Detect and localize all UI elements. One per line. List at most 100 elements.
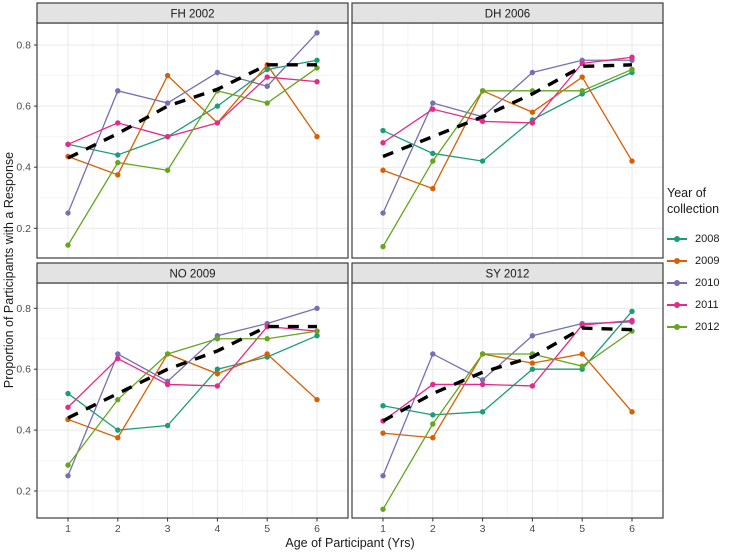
legend-key-line-dot-icon [667, 276, 687, 290]
series-line-2012 [67, 330, 318, 466]
data-point-2011 [579, 322, 585, 328]
data-point-2010 [314, 30, 320, 36]
data-point-2012 [430, 421, 436, 427]
trend-dashed-line [382, 326, 633, 423]
data-point-2011 [479, 381, 486, 388]
data-point-2011 [214, 383, 221, 389]
legend-entry-2011: 2011 [667, 294, 734, 316]
data-point-2010 [479, 377, 486, 383]
legend-entry-label: 2012 [695, 321, 720, 334]
data-point-2009 [529, 360, 536, 366]
data-point-2008 [430, 412, 436, 418]
data-point-2012 [264, 100, 270, 106]
legend-key-line-dot-icon [667, 320, 687, 334]
data-point-2011 [430, 381, 436, 388]
legend-key-line-dot-icon [667, 298, 687, 312]
y-tick-label: 0.4 [16, 425, 31, 437]
data-point-2009 [115, 435, 121, 441]
trend-dashed-line [67, 324, 317, 420]
data-point-2010 [380, 473, 386, 479]
data-point-2012 [164, 351, 171, 357]
data-point-2012 [314, 65, 320, 71]
series-line-2011 [382, 319, 633, 422]
data-point-2010 [115, 351, 121, 357]
data-point-2010 [115, 88, 121, 94]
data-point-2009 [164, 72, 171, 79]
trend-dashed-line [382, 63, 633, 159]
facet-strip-label: FH 2002 [170, 9, 214, 21]
data-point-2008 [314, 57, 320, 63]
data-point-2008 [430, 150, 436, 157]
data-point-2008 [529, 366, 536, 372]
legend: Year of collection 2008 2009 2010 2011 2012 [665, 0, 736, 555]
x-tick-label: 3 [480, 523, 486, 535]
data-point-2011 [164, 133, 171, 140]
data-point-2008 [115, 427, 121, 433]
legend-title: Year of collection [667, 186, 720, 216]
data-point-2010 [529, 333, 536, 339]
data-point-2012 [115, 396, 121, 403]
data-point-2012 [65, 242, 71, 248]
data-point-2012 [629, 66, 635, 73]
facet-strip [351, 2, 664, 24]
x-tick-label: 5 [579, 523, 585, 535]
data-point-2008 [380, 127, 386, 134]
data-point-2012 [479, 88, 486, 94]
data-point-2008 [629, 308, 635, 315]
data-point-2011 [65, 404, 71, 410]
data-point-2008 [264, 66, 270, 73]
data-point-2009 [430, 185, 436, 192]
series-line-2011 [382, 56, 633, 144]
series-line-2010 [382, 321, 633, 477]
data-point-2010 [314, 305, 320, 311]
data-point-2009 [529, 109, 536, 115]
data-point-2008 [214, 103, 221, 109]
x-tick-label: 4 [529, 523, 535, 535]
x-tick-label: 1 [380, 523, 386, 535]
data-point-2012 [579, 363, 585, 369]
y-tick-label: 0.2 [16, 486, 31, 498]
data-point-2011 [314, 78, 320, 85]
data-point-2009 [214, 371, 221, 377]
data-point-2011 [529, 383, 536, 389]
y-tick-label: 0.8 [16, 303, 31, 315]
data-point-2008 [314, 333, 320, 339]
data-point-2009 [314, 133, 320, 140]
data-point-2011 [529, 120, 536, 126]
y-tick-label: 0.6 [16, 101, 31, 113]
data-point-2009 [380, 167, 386, 173]
legend-entry-2008: 2008 [667, 228, 734, 250]
facet-strip [351, 262, 664, 284]
data-point-2009 [264, 351, 270, 357]
data-point-2009 [380, 430, 386, 436]
legend-entry-label: 2008 [695, 233, 720, 246]
plot-area: FH 2002 0.2 0.4 0.6 0.8 DH 2006 NO 2009 0.2 0.4 0… [2, 2, 664, 550]
data-point-2010 [529, 69, 536, 76]
data-point-2009 [629, 409, 635, 415]
facet-strip-label: NO 2009 [169, 269, 215, 281]
data-point-2010 [430, 100, 436, 106]
data-point-2011 [380, 140, 386, 146]
facet-panel-fh-2002: FH 2002 0.2 0.4 0.6 0.8 [16, 2, 349, 259]
facet-panel-sy-2012: SY 2012 1 2 3 4 5 6 [351, 262, 664, 535]
data-point-2012 [314, 328, 320, 334]
data-point-2012 [430, 158, 436, 164]
facet-strip-label: SY 2012 [486, 269, 530, 281]
data-point-2012 [380, 243, 386, 250]
data-point-2010 [430, 351, 436, 357]
x-tick-label: 3 [165, 523, 171, 535]
data-point-2012 [579, 88, 585, 94]
data-point-2012 [164, 167, 171, 173]
y-tick-label: 0.4 [16, 162, 31, 174]
x-tick-label: 6 [629, 523, 635, 535]
data-point-2010 [164, 100, 171, 106]
data-point-2011 [430, 106, 436, 112]
x-tick-label: 1 [65, 523, 71, 535]
data-point-2011 [65, 141, 71, 147]
data-point-2008 [214, 366, 221, 372]
x-tick-label: 5 [264, 523, 270, 535]
data-point-2010 [65, 473, 71, 479]
data-point-2009 [430, 435, 436, 441]
series-line-2010 [382, 59, 632, 214]
